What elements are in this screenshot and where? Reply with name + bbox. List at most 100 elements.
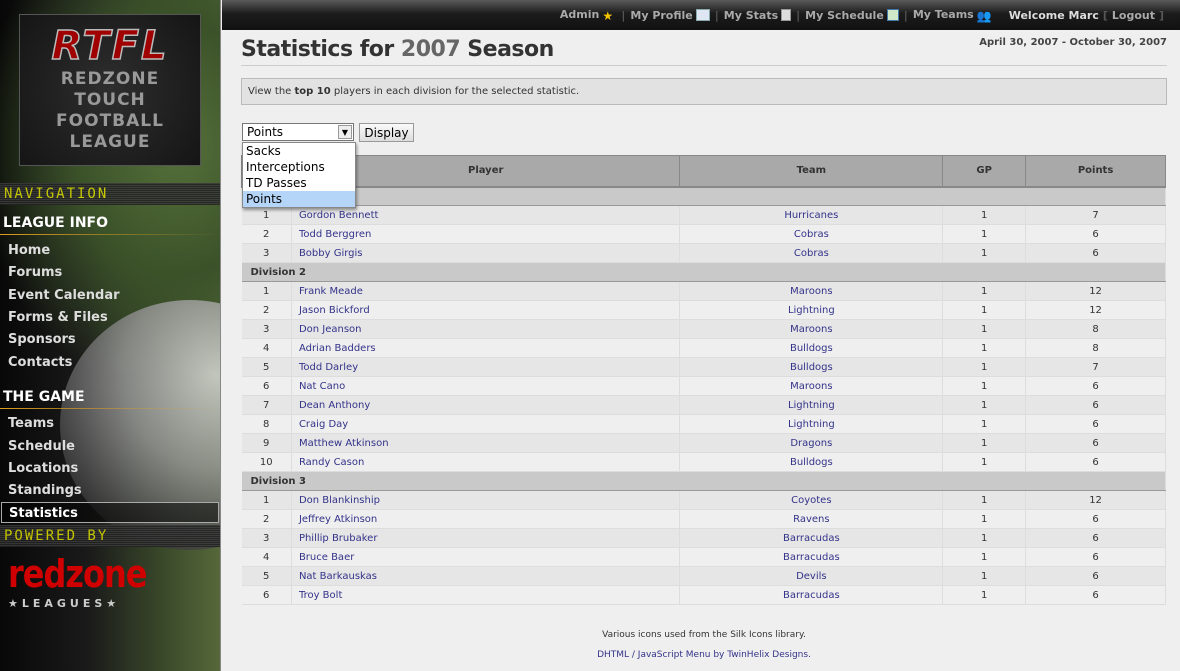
cell-player[interactable]: Dean Anthony: [291, 395, 681, 415]
section-the-game: THE GAME: [0, 387, 220, 409]
cell-gp: 1: [942, 566, 1027, 586]
cell-team[interactable]: Barracudas: [679, 547, 944, 567]
league-logo[interactable]: RTFL REDZONE TOUCH FOOTBALL LEAGUE: [19, 14, 201, 166]
cell-rank: 2: [241, 300, 292, 320]
cell-team[interactable]: Lightning: [679, 300, 944, 320]
cell-team[interactable]: Ravens: [679, 509, 944, 529]
cell-team[interactable]: Cobras: [679, 224, 944, 244]
footer-credits-icons[interactable]: Various icons used from the Silk Icons l…: [602, 630, 806, 640]
nav-statistics[interactable]: Statistics: [1, 502, 219, 523]
cell-player[interactable]: Craig Day: [291, 414, 681, 434]
redzone-leagues-logo[interactable]: redzone ★LEAGUES★: [8, 551, 147, 610]
cell-team[interactable]: Maroons: [679, 281, 944, 301]
cell-team[interactable]: Devils: [679, 566, 944, 586]
cell-rank: 8: [241, 414, 292, 434]
chevron-down-icon[interactable]: ▼: [338, 125, 352, 139]
cell-player[interactable]: Adrian Badders: [291, 338, 681, 358]
cell-player[interactable]: Jason Bickford: [291, 300, 681, 320]
separator: |: [621, 8, 626, 22]
nav-standings[interactable]: Standings: [8, 483, 82, 498]
cell-team[interactable]: Lightning: [679, 414, 944, 434]
cell-team[interactable]: Bulldogs: [679, 357, 944, 377]
my-schedule-link[interactable]: My Schedule: [805, 8, 899, 22]
cell-team[interactable]: Bulldogs: [679, 338, 944, 358]
division-header: [241, 186, 1166, 206]
nav-forms-files[interactable]: Forms & Files: [8, 310, 108, 325]
cell-player[interactable]: Bobby Girgis: [291, 243, 681, 263]
cell-team[interactable]: Barracudas: [679, 585, 944, 605]
top-bar: Admin ★ | My Profile | My Stats | My Sche…: [222, 0, 1180, 30]
cell-player[interactable]: Phillip Brubaker: [291, 528, 681, 548]
cell-points: 6: [1025, 243, 1166, 263]
cell-player[interactable]: Gordon Bennett: [291, 205, 681, 225]
header-team[interactable]: Team: [679, 155, 944, 188]
cell-team[interactable]: Lightning: [679, 395, 944, 415]
cell-team[interactable]: Cobras: [679, 243, 944, 263]
cell-player[interactable]: Randy Cason: [291, 452, 681, 472]
bracket: [: [1102, 8, 1108, 22]
admin-label: Admin: [559, 8, 600, 21]
division-header: Division 2: [241, 262, 1166, 282]
table-row: 1 Don Blankinship Coyotes 1 12: [241, 490, 1166, 510]
my-stats-label: My Stats: [723, 8, 779, 22]
cell-team[interactable]: Bulldogs: [679, 452, 944, 472]
option-interceptions[interactable]: Interceptions: [246, 160, 325, 174]
nav-forums[interactable]: Forums: [8, 265, 63, 280]
nav-schedule[interactable]: Schedule: [8, 439, 75, 454]
cell-player[interactable]: Jeffrey Atkinson: [291, 509, 681, 529]
division-name: [241, 186, 1166, 206]
division-name: Division 2: [241, 262, 1166, 282]
my-profile-link[interactable]: My Profile: [630, 8, 710, 22]
nav-teams[interactable]: Teams: [8, 416, 55, 431]
group-icon: 👥: [976, 9, 992, 23]
cell-team[interactable]: Dragons: [679, 433, 944, 453]
cell-rank: 6: [241, 585, 292, 605]
header-gp[interactable]: GP: [942, 155, 1027, 188]
statistic-select[interactable]: Points ▼: [242, 123, 354, 141]
cell-points: 6: [1025, 452, 1166, 472]
cell-player[interactable]: Don Blankinship: [291, 490, 681, 510]
cell-player[interactable]: Todd Darley: [291, 357, 681, 377]
nav-locations[interactable]: Locations: [8, 461, 79, 476]
cell-points: 7: [1025, 357, 1166, 377]
cell-team[interactable]: Barracudas: [679, 528, 944, 548]
cell-player[interactable]: Todd Berggren: [291, 224, 681, 244]
cell-player[interactable]: Don Jeanson: [291, 319, 681, 339]
nav-event-calendar[interactable]: Event Calendar: [8, 288, 120, 303]
footer: Various icons used from the Silk Icons l…: [241, 625, 1167, 665]
title-prefix: Statistics for: [241, 37, 401, 62]
cell-gp: 1: [942, 585, 1027, 605]
cell-player[interactable]: Nat Cano: [291, 376, 681, 396]
header-points[interactable]: Points: [1025, 155, 1166, 188]
cell-team[interactable]: Maroons: [679, 376, 944, 396]
cell-rank: 3: [241, 319, 292, 339]
option-sacks[interactable]: Sacks: [246, 144, 281, 158]
cell-points: 8: [1025, 338, 1166, 358]
option-points[interactable]: Points: [243, 191, 355, 207]
admin-link[interactable]: Admin ★: [560, 8, 616, 22]
table-row: 3 Phillip Brubaker Barracudas 1 6: [241, 528, 1166, 548]
logo-line: LEAGUE: [69, 132, 151, 152]
nav-sponsors[interactable]: Sponsors: [8, 332, 76, 347]
nav-contacts[interactable]: Contacts: [8, 355, 73, 370]
cell-team[interactable]: Maroons: [679, 319, 944, 339]
footer-credits-menu[interactable]: DHTML / JavaScript Menu by TwinHelix Des…: [597, 650, 811, 660]
cell-player[interactable]: Matthew Atkinson: [291, 433, 681, 453]
cell-team[interactable]: Coyotes: [679, 490, 944, 510]
table-header-row: Player Team GP Points: [241, 155, 1166, 188]
cell-player[interactable]: Frank Meade: [291, 281, 681, 301]
table-row: 5 Todd Darley Bulldogs 1 7: [241, 357, 1166, 377]
nav-home[interactable]: Home: [8, 243, 51, 258]
cell-player[interactable]: Bruce Baer: [291, 547, 681, 567]
powered-logo-sub: ★LEAGUES★: [8, 597, 121, 610]
display-button[interactable]: Display: [359, 123, 414, 142]
my-stats-link[interactable]: My Stats: [723, 8, 792, 22]
logo-line: FOOTBALL: [56, 111, 164, 131]
cell-player[interactable]: Nat Barkauskas: [291, 566, 681, 586]
cell-gp: 1: [942, 414, 1027, 434]
cell-player[interactable]: Troy Bolt: [291, 585, 681, 605]
cell-team[interactable]: Hurricanes: [679, 205, 944, 225]
option-td-passes[interactable]: TD Passes: [246, 176, 307, 190]
logout-link[interactable]: Logout: [1111, 8, 1155, 22]
my-teams-link[interactable]: My Teams 👥: [913, 8, 992, 23]
